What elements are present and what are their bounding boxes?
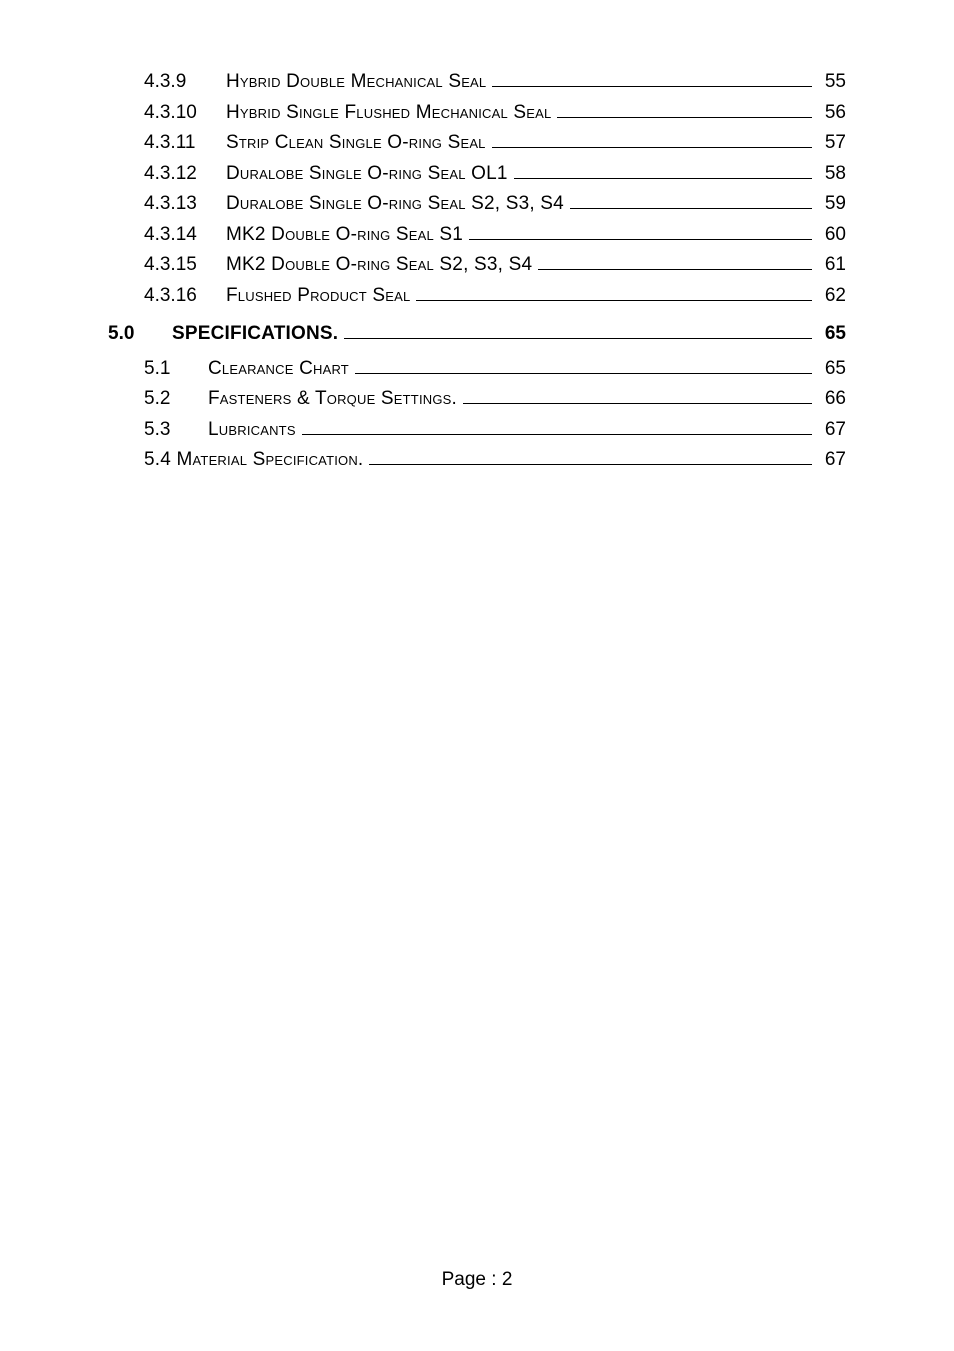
toc-leader (344, 338, 812, 339)
toc-entry: 5.3 Lubricants 67 (108, 416, 846, 445)
toc-label: Lubricants (208, 416, 296, 445)
toc-label: MK2 Double O-ring Seal S1 (226, 221, 463, 250)
toc-leader (557, 117, 812, 118)
page-number: Page : 2 (442, 1269, 513, 1290)
toc-section-heading: 5.0 SPECIFICATIONS. 65 (108, 320, 846, 349)
toc-number: 4.3.14 (144, 221, 226, 250)
toc-page: 66 (818, 385, 846, 414)
toc-label: Flushed Product Seal (226, 282, 410, 311)
toc-entry: 4.3.12 Duralobe Single O-ring Seal OL1 5… (108, 160, 846, 189)
toc-entry: 5.4 Material Specification. 67 (108, 446, 846, 475)
toc-label: Duralobe Single O-ring Seal OL1 (226, 160, 508, 189)
toc-page: 61 (818, 251, 846, 280)
toc-number: 4.3.10 (144, 99, 226, 128)
toc-label: Hybrid Single Flushed Mechanical Seal (226, 99, 551, 128)
toc-leader (492, 147, 812, 148)
toc-page: 67 (818, 416, 846, 445)
toc-page: 65 (818, 320, 846, 349)
toc-number: 4.3.11 (144, 129, 226, 158)
toc-entry: 4.3.11 Strip Clean Single O-ring Seal 57 (108, 129, 846, 158)
toc-leader (492, 86, 812, 87)
toc-leader (355, 373, 812, 374)
page-content: 4.3.9 Hybrid Double Mechanical Seal 55 4… (0, 0, 954, 475)
toc-page: 59 (818, 190, 846, 219)
toc-label: 5.4 Material Specification. (144, 446, 363, 475)
toc-page: 67 (818, 446, 846, 475)
toc-label: MK2 Double O-ring Seal S2, S3, S4 (226, 251, 532, 280)
toc-number: 5.2 (144, 385, 208, 414)
toc-leader (514, 178, 812, 179)
toc-entry: 4.3.13 Duralobe Single O-ring Seal S2, S… (108, 190, 846, 219)
toc-number: 5.3 (144, 416, 208, 445)
toc-label: Strip Clean Single O-ring Seal (226, 129, 486, 158)
toc-page: 57 (818, 129, 846, 158)
toc-label: Clearance Chart (208, 355, 349, 384)
table-of-contents: 4.3.9 Hybrid Double Mechanical Seal 55 4… (108, 68, 846, 475)
toc-page: 65 (818, 355, 846, 384)
toc-entry: 4.3.16 Flushed Product Seal 62 (108, 282, 846, 311)
toc-label: Fasteners & Torque Settings. (208, 385, 457, 414)
toc-page: 58 (818, 160, 846, 189)
toc-entry: 4.3.14 MK2 Double O-ring Seal S1 60 (108, 221, 846, 250)
toc-entry: 4.3.10 Hybrid Single Flushed Mechanical … (108, 99, 846, 128)
toc-leader (302, 434, 812, 435)
toc-entry: 4.3.15 MK2 Double O-ring Seal S2, S3, S4… (108, 251, 846, 280)
toc-page: 56 (818, 99, 846, 128)
toc-leader (463, 403, 812, 404)
toc-number: 5.1 (144, 355, 208, 384)
toc-page: 55 (818, 68, 846, 97)
toc-page: 60 (818, 221, 846, 250)
toc-number: 4.3.15 (144, 251, 226, 280)
toc-number: 4.3.12 (144, 160, 226, 189)
toc-entry: 5.2 Fasteners & Torque Settings. 66 (108, 385, 846, 414)
toc-number: 4.3.16 (144, 282, 226, 311)
toc-leader (469, 239, 812, 240)
toc-label: Duralobe Single O-ring Seal S2, S3, S4 (226, 190, 564, 219)
toc-number: 5.0 (108, 320, 172, 349)
toc-label: Hybrid Double Mechanical Seal (226, 68, 486, 97)
toc-number: 4.3.13 (144, 190, 226, 219)
toc-leader (538, 269, 812, 270)
toc-page: 62 (818, 282, 846, 311)
toc-leader (369, 464, 812, 465)
toc-label: SPECIFICATIONS. (172, 320, 338, 349)
page-footer: Page : 2 (0, 1269, 954, 1291)
toc-entry: 5.1 Clearance Chart 65 (108, 355, 846, 384)
toc-leader (570, 208, 812, 209)
toc-number: 4.3.9 (144, 68, 226, 97)
toc-entry: 4.3.9 Hybrid Double Mechanical Seal 55 (108, 68, 846, 97)
toc-leader (416, 300, 812, 301)
